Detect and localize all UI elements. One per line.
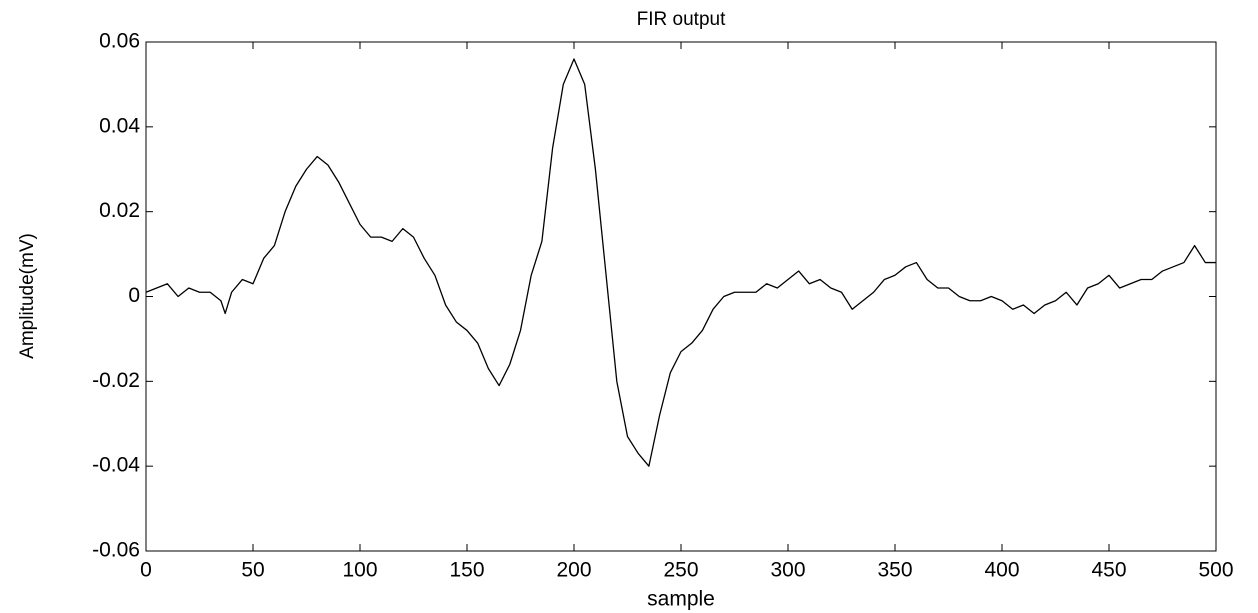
data-line bbox=[145, 58, 1216, 467]
y-tick-label: -0.06 bbox=[92, 539, 140, 562]
plot-box bbox=[145, 41, 1217, 552]
y-axis-label: Amplitude(mV) bbox=[17, 233, 38, 359]
x-tick-label: 100 bbox=[342, 559, 377, 582]
y-tick-label: 0.02 bbox=[99, 199, 140, 222]
x-tick-label: 500 bbox=[1198, 559, 1233, 582]
x-tick-label: 450 bbox=[1091, 559, 1126, 582]
x-axis-label: sample bbox=[647, 588, 715, 611]
y-tick-label: 0.06 bbox=[99, 30, 140, 53]
x-tick-label: 200 bbox=[556, 559, 591, 582]
x-tick-label: 150 bbox=[449, 559, 484, 582]
x-tick-label: 400 bbox=[984, 559, 1019, 582]
x-tick-label: 250 bbox=[663, 559, 698, 582]
x-tick-label: 300 bbox=[770, 559, 805, 582]
y-tick-label: 0.04 bbox=[99, 114, 140, 137]
x-tick-label: 0 bbox=[140, 559, 152, 582]
y-tick-label: -0.02 bbox=[92, 369, 140, 392]
y-tick-label: -0.04 bbox=[92, 454, 140, 477]
x-tick-label: 50 bbox=[241, 559, 264, 582]
y-tick-label: 0 bbox=[128, 284, 140, 307]
chart-title: FIR output bbox=[637, 9, 726, 30]
x-tick-label: 350 bbox=[877, 559, 912, 582]
